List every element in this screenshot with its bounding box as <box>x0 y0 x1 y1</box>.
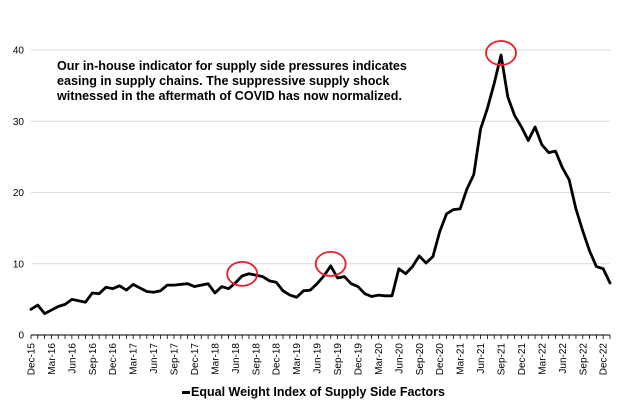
x-tick-label: Jun-21 <box>476 343 487 374</box>
x-tick-label: Jun-16 <box>67 343 78 374</box>
series-group <box>29 53 612 316</box>
x-tick-label: Dec-16 <box>108 343 119 376</box>
x-tick-label: Sep-16 <box>88 343 99 376</box>
highlight-circle <box>226 260 259 287</box>
x-tick-label: Sep-22 <box>578 343 589 376</box>
y-tick-label: 10 <box>13 259 25 270</box>
x-tick-label: Jun-20 <box>394 343 405 374</box>
x-tick-label: Mar-19 <box>292 343 303 375</box>
x-tick-label: Sep-21 <box>497 343 508 376</box>
x-tick-label: Mar-22 <box>537 343 548 375</box>
x-tick-label: Mar-16 <box>47 343 58 375</box>
series-line <box>29 53 612 316</box>
highlight-circle <box>485 40 517 66</box>
x-tick-label: Dec-22 <box>599 343 610 376</box>
x-tick-label: Jun-17 <box>149 343 160 374</box>
x-tick-label: Mar-20 <box>374 343 385 375</box>
x-tick-label: Dec-19 <box>353 343 364 376</box>
y-tick-label: 40 <box>13 46 25 57</box>
x-tick-label: Mar-17 <box>129 343 140 375</box>
x-tick-label: Jun-18 <box>231 343 242 374</box>
x-tick-label: Dec-17 <box>190 343 201 376</box>
gridlines <box>31 49 610 265</box>
highlight-circle <box>314 250 347 277</box>
legend-line-swatch <box>182 391 191 395</box>
x-tick-label: Mar-18 <box>210 343 221 375</box>
x-tick-label: Sep-18 <box>251 343 262 376</box>
x-tick-label: Dec-15 <box>27 343 38 376</box>
y-tick-label: 20 <box>13 188 25 199</box>
x-tick-label: Sep-17 <box>170 343 181 376</box>
chart-annotation: Our in-house indicator for supply side p… <box>57 59 407 103</box>
x-tick-label: Jun-19 <box>313 343 324 374</box>
x-axis: Dec-15 Mar-16 Jun-16 Sep-16 Dec-16 Mar-17 Jun-… <box>27 334 611 376</box>
x-tick-label: Dec-21 <box>517 343 528 376</box>
y-tick-label: 30 <box>13 117 25 128</box>
x-tick-label: Jun-22 <box>558 343 569 374</box>
legend-label: Equal Weight Index of Supply Side Factor… <box>191 385 445 399</box>
highlight-circles <box>226 40 517 287</box>
x-tick-label: Sep-20 <box>415 343 426 376</box>
y-axis: 0 10 20 30 40 <box>13 46 25 342</box>
x-tick-label: Dec-20 <box>435 343 446 376</box>
legend: Equal Weight Index of Supply Side Factor… <box>0 385 627 399</box>
x-tick-label: Dec-18 <box>272 343 283 376</box>
x-tick-label: Sep-19 <box>333 343 344 376</box>
y-tick-label: 0 <box>18 331 24 342</box>
x-tick-label: Mar-21 <box>456 343 467 375</box>
